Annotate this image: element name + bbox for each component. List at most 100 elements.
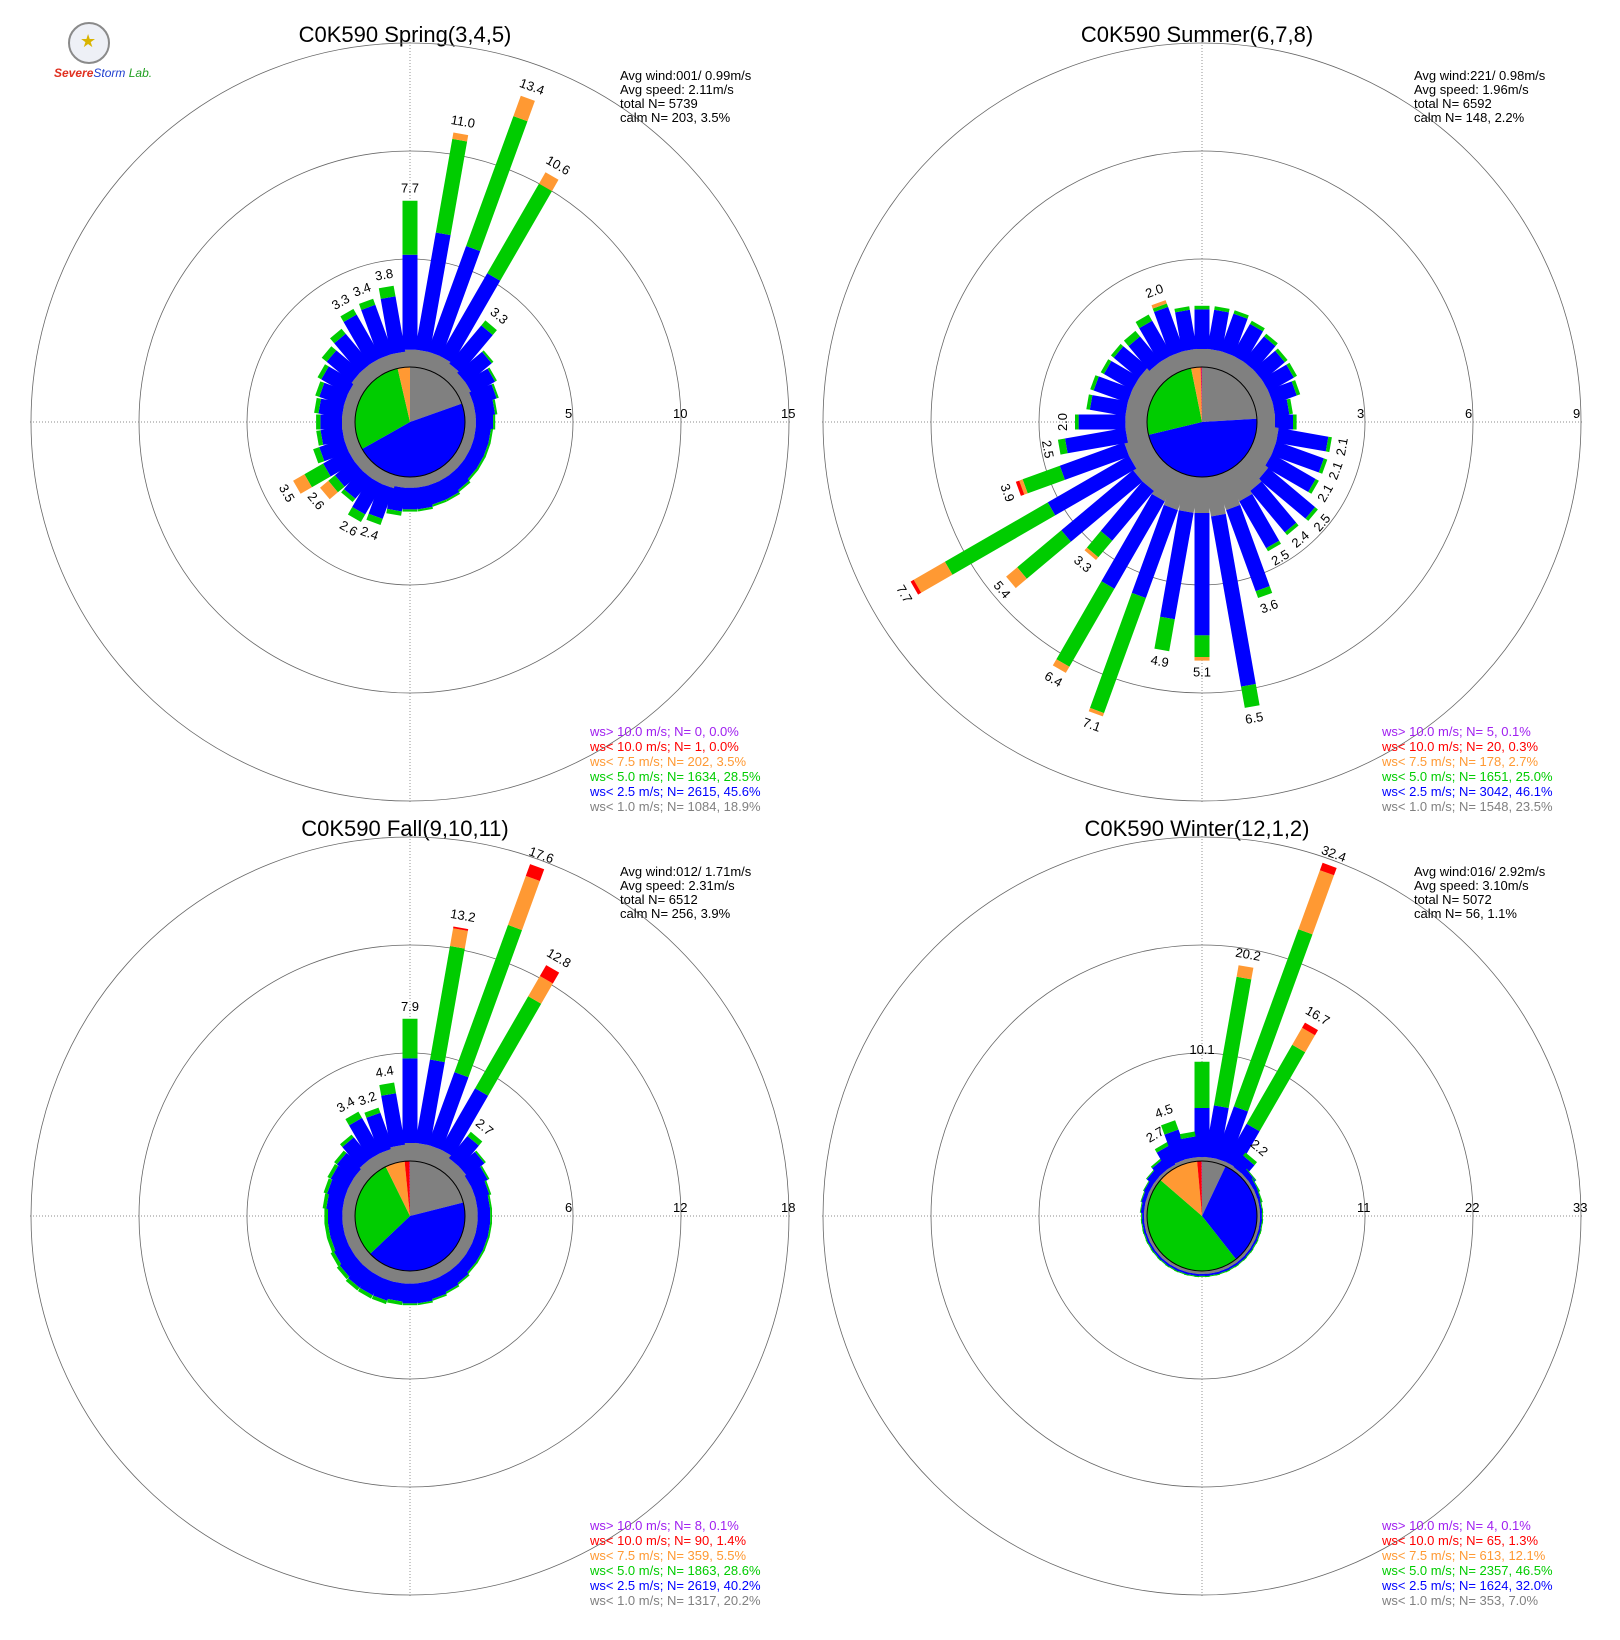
petal-segment bbox=[319, 438, 349, 462]
petal-segment bbox=[1059, 442, 1130, 480]
petal-segment bbox=[491, 383, 499, 399]
petal-segment bbox=[320, 426, 345, 445]
petal-segment bbox=[334, 333, 371, 374]
pie-slice bbox=[370, 1202, 465, 1272]
petal-segment bbox=[475, 996, 542, 1096]
petal-segment bbox=[1149, 361, 1173, 385]
petal-value-label: 11.0 bbox=[450, 112, 477, 131]
legend-entry: ws< 5.0 m/s; N= 1651, 25.0% bbox=[1381, 769, 1553, 784]
ring-label: 18 bbox=[781, 1200, 795, 1215]
petal-segment bbox=[1174, 306, 1190, 313]
petal-segment bbox=[366, 513, 383, 525]
petal-segment bbox=[1325, 436, 1332, 453]
petal-segment bbox=[1086, 531, 1113, 558]
petal-segment bbox=[455, 458, 477, 480]
petal-segment bbox=[1084, 547, 1099, 560]
petal-segment bbox=[327, 1237, 336, 1253]
petal-segment bbox=[1088, 707, 1104, 717]
stats-line: calm N= 148, 2.2% bbox=[1414, 110, 1525, 125]
stats-line: total N= 6512 bbox=[620, 892, 698, 907]
petal-segment bbox=[368, 483, 394, 519]
petal-value-label: 2.1 bbox=[1333, 436, 1351, 456]
ring-label: 10 bbox=[673, 406, 687, 421]
petal-segment bbox=[1047, 455, 1137, 516]
petal-segment bbox=[1286, 362, 1297, 378]
petal-segment bbox=[1204, 474, 1226, 517]
petal-segment bbox=[481, 320, 497, 335]
petal-segment bbox=[334, 459, 363, 487]
pie-slice bbox=[1202, 1160, 1226, 1216]
petal-segment bbox=[910, 579, 922, 595]
pie-slice bbox=[410, 1161, 464, 1216]
petal-segment bbox=[457, 351, 492, 385]
petal-segment bbox=[348, 1263, 373, 1288]
petal-segment bbox=[1154, 306, 1185, 356]
severe-storm-lab-logo: SevereStorm Lab. bbox=[50, 22, 152, 84]
petal-segment bbox=[1194, 309, 1210, 349]
stats-line: Avg speed: 2.11m/s bbox=[620, 82, 734, 97]
petal-segment bbox=[1156, 1145, 1180, 1170]
legend-entry: ws< 1.0 m/s; N= 353, 7.0% bbox=[1381, 1593, 1539, 1608]
petal-segment bbox=[1086, 394, 1093, 410]
legend-entry: ws< 5.0 m/s; N= 1634, 28.5% bbox=[589, 769, 761, 784]
petal-segment bbox=[436, 475, 460, 500]
petal-segment bbox=[345, 1111, 362, 1126]
petal-value-label: 3.8 bbox=[374, 266, 394, 284]
petal-segment bbox=[471, 1180, 490, 1200]
petal-value-label: 2.1 bbox=[1325, 460, 1345, 482]
petal-segment bbox=[1231, 361, 1255, 385]
legend-entry: ws< 2.5 m/s; N= 1624, 32.0% bbox=[1381, 1578, 1553, 1593]
petal-segment bbox=[944, 502, 1056, 575]
petal-segment bbox=[1245, 443, 1273, 467]
petal-segment bbox=[1175, 309, 1197, 352]
petal-segment bbox=[475, 1194, 491, 1212]
legend-entry: ws> 10.0 m/s; N= 4, 0.1% bbox=[1381, 1518, 1531, 1533]
petal-segment bbox=[1194, 1061, 1210, 1108]
petal-segment bbox=[1250, 481, 1297, 533]
ring-label: 15 bbox=[781, 406, 795, 421]
legend-entry: ws< 10.0 m/s; N= 90, 1.4% bbox=[589, 1533, 747, 1548]
petal-segment bbox=[1243, 1152, 1257, 1166]
petal-segment bbox=[1161, 1120, 1179, 1135]
petal-segment bbox=[1298, 870, 1334, 935]
petal-segment bbox=[539, 965, 560, 984]
petal-value-label: 2.5 bbox=[1269, 547, 1292, 569]
petal-segment bbox=[1276, 427, 1329, 452]
petal-segment bbox=[341, 489, 356, 502]
petal-segment bbox=[1308, 479, 1319, 494]
petal-segment bbox=[1233, 929, 1313, 1112]
stats-line: Avg wind:016/ 2.92m/s bbox=[1414, 864, 1546, 879]
petal-segment bbox=[1214, 306, 1230, 313]
petal-segment bbox=[1272, 399, 1290, 417]
petal-segment bbox=[336, 1265, 350, 1280]
petal-segment bbox=[1131, 504, 1178, 598]
petal-segment bbox=[336, 1152, 363, 1179]
petal-segment bbox=[446, 492, 461, 502]
pie-slice bbox=[385, 1161, 410, 1216]
petal-segment bbox=[319, 382, 349, 406]
petal-segment bbox=[465, 368, 496, 395]
windrose-panel: C0K590 Winter(12,1,2)11 22 3310.120.232.41… bbox=[822, 816, 1587, 1608]
petal-segment bbox=[1110, 343, 1124, 358]
petal-segment bbox=[1017, 530, 1071, 579]
petal-value-label: 2.6 bbox=[337, 517, 360, 539]
petal-segment bbox=[328, 1208, 343, 1224]
petal-segment bbox=[1215, 1106, 1248, 1164]
petal-value-label: 3.9 bbox=[997, 482, 1017, 504]
legend-entry: ws< 10.0 m/s; N= 65, 1.3% bbox=[1381, 1533, 1539, 1548]
petal-segment bbox=[1231, 459, 1262, 491]
petal-segment bbox=[323, 449, 355, 477]
stats-line: calm N= 256, 3.9% bbox=[620, 906, 731, 921]
petal-segment bbox=[330, 1165, 356, 1189]
petal-value-label: 7.7 bbox=[401, 181, 419, 196]
ring-label: 6 bbox=[1465, 406, 1472, 421]
petal-segment bbox=[913, 561, 953, 593]
petal-segment bbox=[1089, 395, 1128, 417]
stats-line: calm N= 203, 3.5% bbox=[620, 110, 731, 125]
ring-label: 22 bbox=[1465, 1200, 1479, 1215]
stats-line: Avg speed: 1.96m/s bbox=[1414, 82, 1529, 97]
petal-segment bbox=[327, 1164, 339, 1179]
petal-segment bbox=[340, 1134, 354, 1147]
petal-segment bbox=[330, 1232, 349, 1252]
